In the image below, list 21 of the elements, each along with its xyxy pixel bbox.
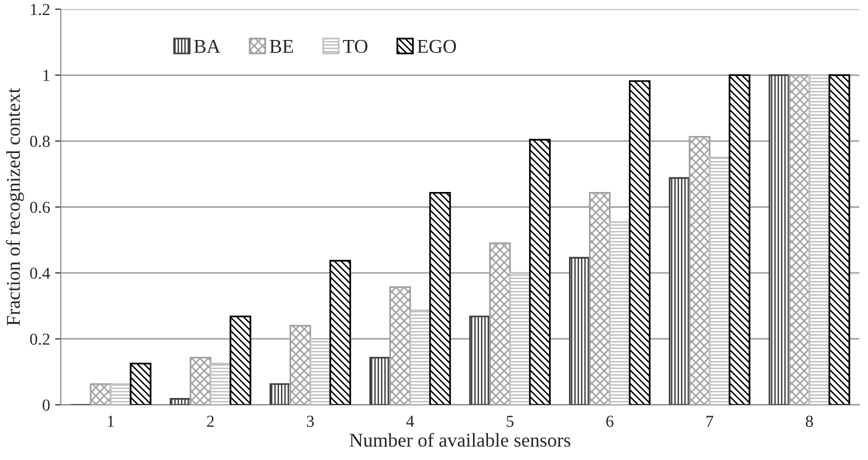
y-tick-label: 0.4: [30, 268, 50, 279]
y-tick-label: 0.6: [30, 202, 50, 214]
x-tick-label: 8: [806, 416, 813, 427]
y-tick-label: 0.8: [30, 136, 50, 148]
y-tick-label: 0.2: [30, 334, 50, 345]
x-tick-label: 3: [306, 416, 314, 427]
x-tick-label: 4: [406, 416, 414, 427]
x-tick-label: 1: [108, 416, 114, 427]
legend-label: BA: [194, 40, 220, 53]
x-tick-label: 6: [606, 416, 614, 427]
x-axis-title: Number of available sensors: [350, 432, 570, 447]
y-tick-label: 1: [43, 70, 50, 81]
legend-label: TO: [342, 40, 368, 53]
y-tick-label: 1.2: [30, 4, 50, 16]
y-tick-label: 0: [42, 400, 50, 411]
legend-label: EGO: [417, 40, 456, 53]
x-tick-label: 2: [207, 416, 214, 427]
x-tick-label: 5: [506, 416, 514, 427]
x-tick-label: 7: [706, 416, 714, 427]
y-axis-title: Fraction of recognized context: [6, 88, 24, 326]
legend-label: BE: [270, 40, 294, 53]
